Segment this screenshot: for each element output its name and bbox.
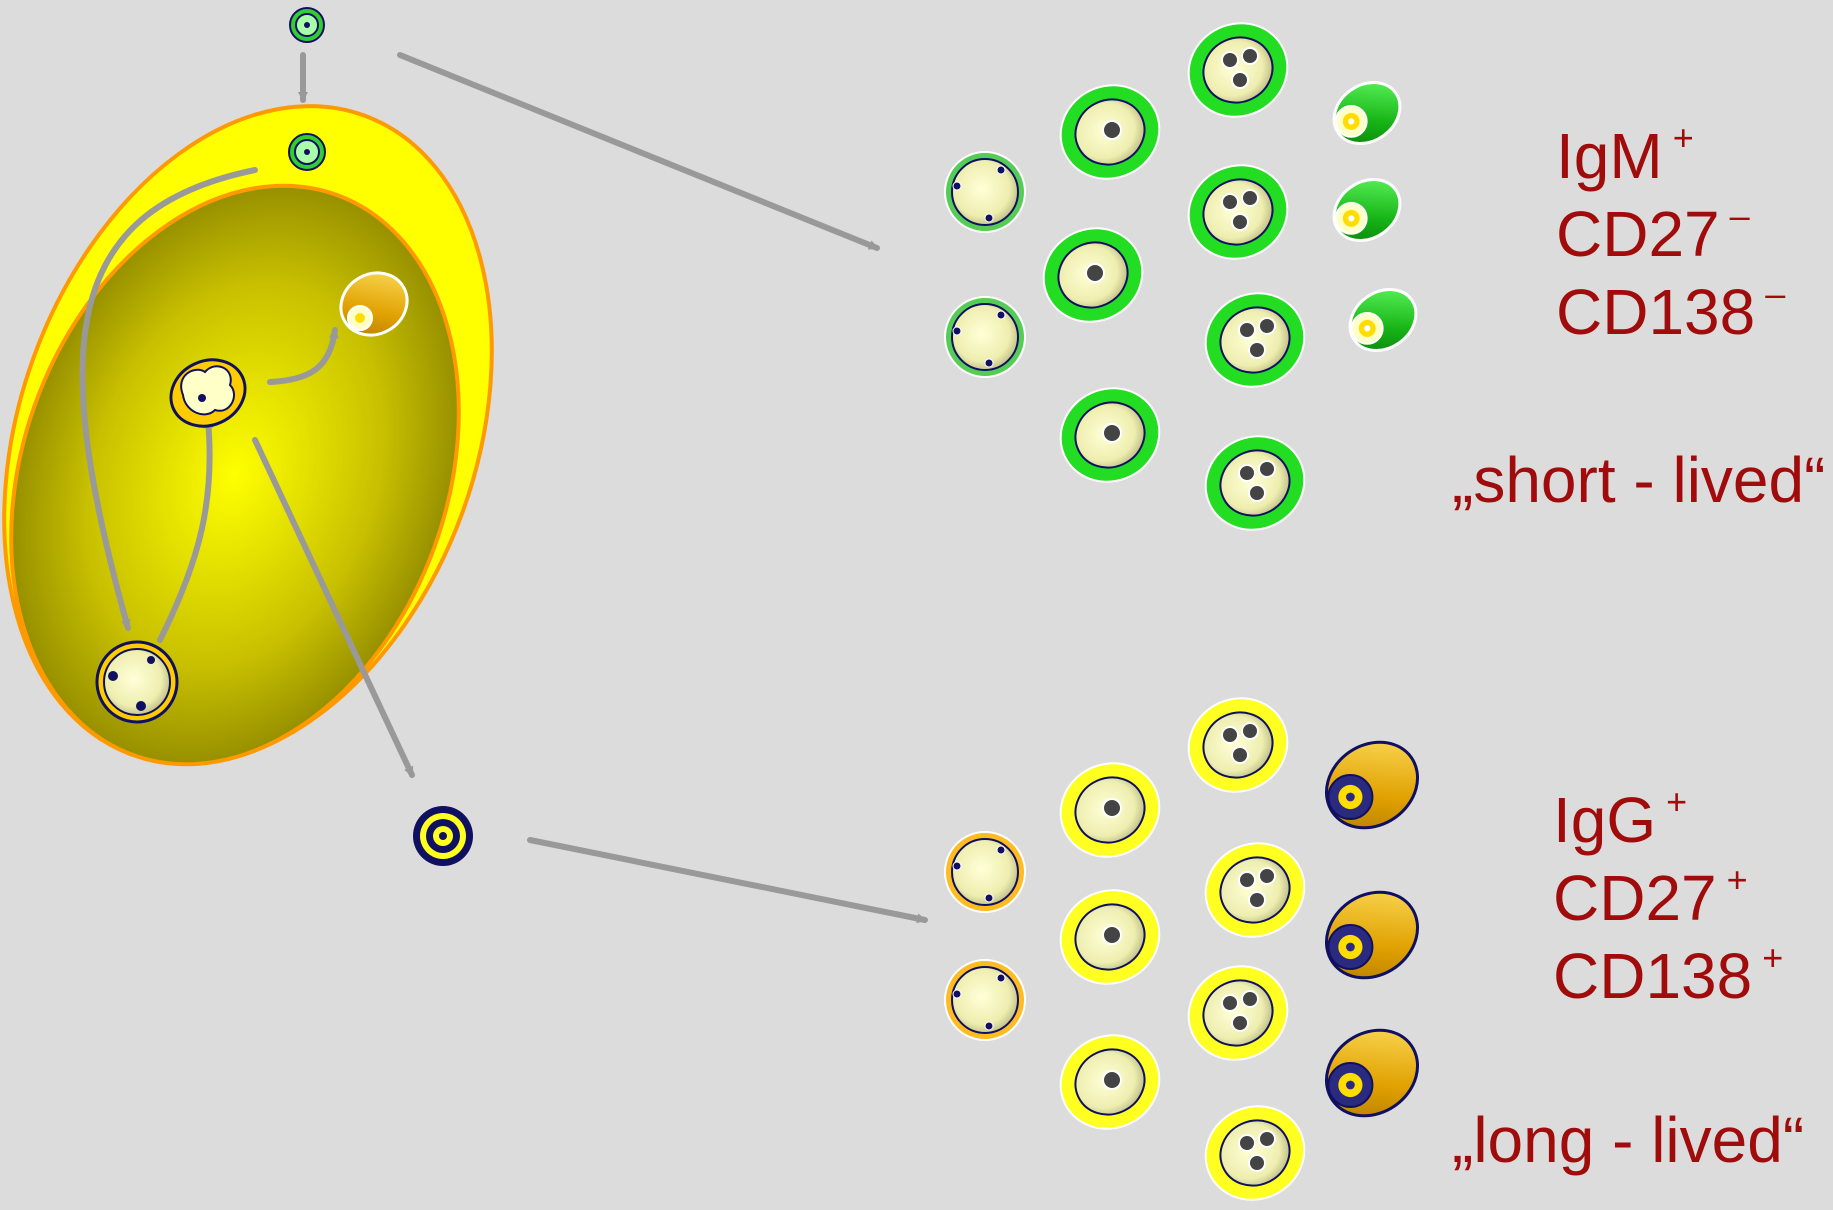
centroblast-cell bbox=[95, 640, 179, 724]
long-lived-plasma-cell bbox=[1324, 890, 1420, 980]
long-lived-b-cell bbox=[944, 831, 1026, 913]
long-lived-plasmablast bbox=[1187, 697, 1289, 793]
marker-row: CD27 + bbox=[1553, 862, 1783, 940]
short-lived-plasma-cell bbox=[1348, 288, 1418, 352]
short-lived-plasmablast bbox=[1059, 387, 1161, 483]
short-lived-markers: IgM + CD27– CD138– bbox=[1556, 120, 1785, 354]
centrocyte-cell bbox=[169, 358, 247, 428]
marker-sign: – bbox=[1729, 195, 1750, 236]
marker-name: CD138 bbox=[1556, 276, 1756, 348]
long-lived-plasmablast bbox=[1204, 1105, 1306, 1201]
marker-name: IgM bbox=[1556, 120, 1663, 192]
short-lived-plasma-cell bbox=[1332, 178, 1402, 242]
arrow-centrocyte-to-plasma bbox=[267, 327, 339, 385]
memory-b-cell bbox=[413, 806, 473, 866]
marker-name: IgG bbox=[1553, 784, 1657, 856]
marker-name: CD27 bbox=[1553, 862, 1717, 934]
arrow-centroblast-to-centrocyte bbox=[157, 417, 214, 643]
activated-b-cell bbox=[288, 133, 326, 171]
follicle-plasma-cell bbox=[339, 271, 409, 337]
long-lived-plasmablast bbox=[1204, 842, 1306, 938]
marker-sign: + bbox=[1762, 937, 1784, 978]
short-lived-plasmablast bbox=[1187, 22, 1289, 118]
marker-row: CD27– bbox=[1556, 198, 1785, 276]
marker-row: IgM + bbox=[1556, 120, 1785, 198]
short-lived-plasmablast bbox=[1059, 84, 1161, 180]
short-lived-cell-group bbox=[944, 22, 1418, 531]
short-lived-b-cell bbox=[944, 296, 1026, 378]
long-lived-plasma-cell bbox=[1324, 1028, 1420, 1118]
short-lived-plasmablast bbox=[1204, 435, 1306, 531]
long-lived-markers: IgG + CD27 + CD138 + bbox=[1553, 784, 1783, 1018]
short-lived-b-cell bbox=[944, 151, 1026, 233]
marker-name: CD27 bbox=[1556, 198, 1720, 270]
long-lived-plasmablast bbox=[1059, 889, 1161, 985]
marker-sign: + bbox=[1666, 781, 1688, 822]
marker-row: IgG + bbox=[1553, 784, 1783, 862]
long-lived-plasma-cell bbox=[1324, 740, 1420, 830]
long-lived-label: „long - lived“ bbox=[1452, 1104, 1805, 1176]
short-lived-label: „short - lived“ bbox=[1452, 444, 1826, 516]
marker-sign: + bbox=[1672, 117, 1694, 158]
short-lived-plasmablast bbox=[1187, 164, 1289, 260]
marker-sign: – bbox=[1765, 273, 1786, 314]
marker-sign: + bbox=[1726, 859, 1748, 900]
arrows bbox=[79, 52, 928, 924]
arrow-to-short-lived-group bbox=[397, 52, 880, 251]
arrow-to-memory-cell bbox=[252, 437, 415, 778]
short-lived-plasmablast bbox=[1204, 292, 1306, 388]
naive-b-cell bbox=[289, 7, 325, 43]
short-lived-plasmablast bbox=[1042, 227, 1144, 323]
long-lived-cell-group bbox=[944, 697, 1420, 1201]
arrow-to-long-lived-group bbox=[527, 837, 928, 924]
long-lived-plasmablast bbox=[1059, 1034, 1161, 1130]
arrow-to-centroblast bbox=[79, 167, 258, 631]
long-lived-b-cell bbox=[944, 959, 1026, 1041]
long-lived-plasmablast bbox=[1187, 965, 1289, 1061]
long-lived-plasmablast bbox=[1059, 762, 1161, 858]
short-lived-plasma-cell bbox=[1332, 81, 1402, 145]
marker-name: CD138 bbox=[1553, 940, 1753, 1012]
marker-row: CD138 + bbox=[1553, 940, 1783, 1018]
marker-row: CD138– bbox=[1556, 276, 1785, 354]
